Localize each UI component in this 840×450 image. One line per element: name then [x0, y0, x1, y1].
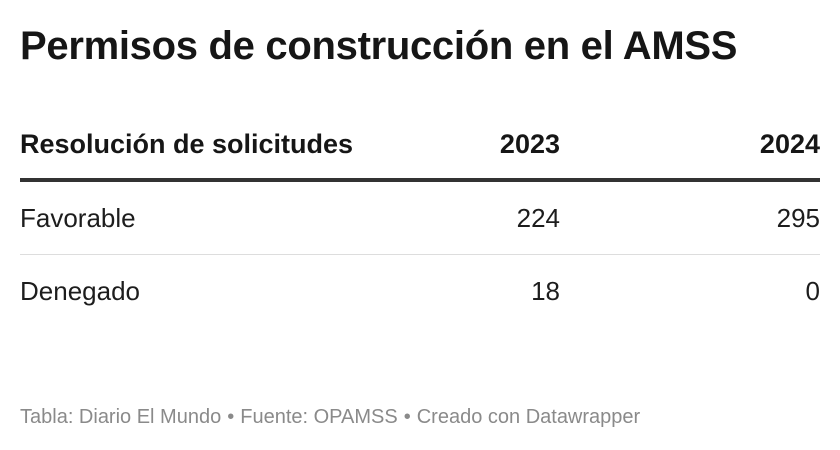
footer-source: Fuente: OPAMSS	[240, 406, 398, 428]
chart-title: Permisos de construcción en el AMSS	[20, 24, 738, 68]
header-row: Resolución de solicitudes 2023 2024	[20, 126, 820, 182]
footer-datawrapper-credit: Creado con Datawrapper	[416, 406, 641, 428]
chart-container: Permisos de construcción en el AMSS Reso…	[20, 0, 820, 450]
table-body: Favorable 224 295 Denegado 18 0	[20, 180, 820, 327]
column-header-2024: 2024	[560, 126, 820, 182]
cell-2024: 295	[560, 180, 820, 255]
footer-table-credit: Tabla: Diario El Mundo	[20, 406, 222, 428]
cell-2023: 224	[360, 180, 560, 255]
column-header-2023: 2023	[360, 126, 560, 182]
table-header: Resolución de solicitudes 2023 2024	[20, 126, 820, 182]
row-label: Favorable	[20, 180, 360, 255]
data-table: Resolución de solicitudes 2023 2024 Favo…	[20, 126, 820, 327]
row-label: Denegado	[20, 275, 140, 306]
footer-notes: Tabla: Diario El Mundo • Fuente: OPAMSS • Cr…	[20, 404, 640, 430]
column-header-category: Resolución de solicitudes	[20, 126, 360, 182]
table-row-favorable: Favorable 224 295	[20, 180, 820, 255]
cell-2023: 18	[531, 275, 560, 306]
footer-separator: •	[227, 406, 235, 428]
cell-2024: 0	[805, 275, 820, 306]
footer-separator: •	[403, 406, 411, 428]
table-row-denegado: Denegado 18 0	[20, 255, 820, 328]
